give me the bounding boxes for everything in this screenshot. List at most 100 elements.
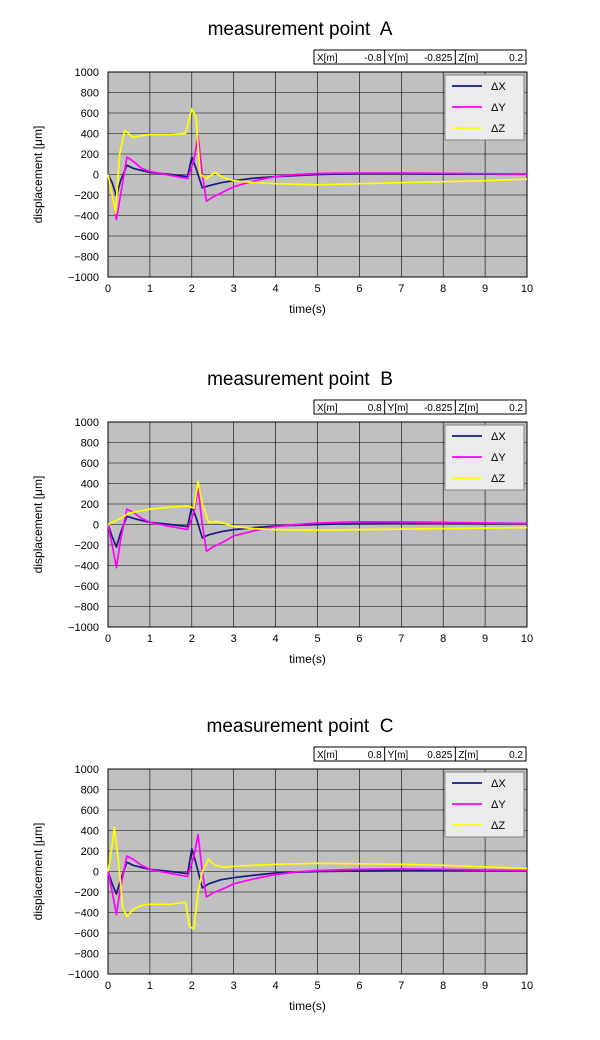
y-tick-label: 400	[81, 129, 99, 141]
y-tick-label: −1000	[68, 969, 99, 981]
y-tick-label: −200	[74, 190, 99, 202]
y-tick-label: −200	[74, 540, 99, 552]
y-tick-label: −800	[74, 602, 99, 614]
legend-label: ΔZ	[491, 473, 505, 485]
x-tick-label: 7	[398, 980, 404, 992]
x-tick-label: 0	[105, 283, 111, 295]
y-tick-label: −400	[74, 211, 99, 223]
coordinate-box-frame	[313, 49, 527, 65]
coordinate-value: 0.2	[509, 53, 523, 64]
coordinate-box-frame	[313, 399, 527, 415]
x-tick-label: 3	[231, 980, 237, 992]
coordinate-box: X[m] -0.8 Y[m] -0.825 Z[m] 0.2	[313, 49, 527, 65]
legend-label: ΔX	[491, 778, 506, 790]
coordinate-box: X[m] 0.8 Y[m] -0.825 Z[m] 0.2	[313, 399, 527, 415]
legend-label: ΔX	[491, 431, 506, 443]
legend-label: ΔZ	[491, 123, 505, 135]
y-tick-label: −1000	[68, 272, 99, 284]
y-tick-label: 600	[81, 805, 99, 817]
coordinate-value: 0.2	[509, 403, 523, 414]
x-tick-label: 1	[147, 283, 153, 295]
chart-svg: measurement point B X[m] 0.8 Y[m] -0.825 Z[m]…	[31, 369, 533, 666]
y-tick-label: 600	[81, 458, 99, 470]
y-tick-label: 0	[93, 867, 99, 879]
x-axis-label: time(s)	[289, 302, 326, 316]
x-tick-label: 0	[105, 633, 111, 645]
coordinate-label: Z[m]	[458, 750, 478, 761]
x-axis-label: time(s)	[289, 999, 326, 1013]
coordinate-value: -0.825	[424, 403, 453, 414]
x-tick-label: 9	[482, 980, 488, 992]
x-tick-label: 2	[189, 283, 195, 295]
coordinate-label: X[m]	[317, 53, 338, 64]
y-tick-label: −600	[74, 231, 99, 243]
legend-label: ΔY	[491, 102, 506, 114]
x-tick-label: 10	[521, 633, 533, 645]
y-axis-label: displacement [μm]	[31, 126, 45, 224]
coordinate-label: Z[m]	[458, 403, 478, 414]
x-tick-label: 1	[147, 633, 153, 645]
series-group	[107, 480, 528, 569]
x-tick-label: 1	[147, 980, 153, 992]
chart-title: measurement point C	[207, 716, 394, 737]
series-group	[107, 108, 528, 221]
x-tick-label: 6	[356, 633, 362, 645]
y-tick-label: 800	[81, 438, 99, 450]
x-tick-label: 7	[398, 633, 404, 645]
coordinate-box: X[m] 0.8 Y[m] 0.825 Z[m] 0.2	[313, 746, 527, 762]
y-tick-label: −800	[74, 252, 99, 264]
x-tick-label: 3	[231, 283, 237, 295]
y-tick-label: 400	[81, 479, 99, 491]
y-tick-label: 800	[81, 88, 99, 100]
x-tick-label: 3	[231, 633, 237, 645]
y-tick-label: −600	[74, 581, 99, 593]
legend-label: ΔZ	[491, 820, 505, 832]
x-tick-label: 10	[521, 283, 533, 295]
coordinate-value: 0.8	[368, 750, 382, 761]
x-tick-label: 9	[482, 633, 488, 645]
coordinate-value: -0.825	[424, 53, 453, 64]
chart-title: measurement point B	[207, 369, 393, 390]
y-tick-label: 200	[81, 846, 99, 858]
x-tick-label: 6	[356, 283, 362, 295]
series-group	[107, 826, 528, 930]
legend-label: ΔY	[491, 799, 506, 811]
y-tick-label: 200	[81, 149, 99, 161]
y-tick-label: 800	[81, 785, 99, 797]
y-tick-label: −400	[74, 908, 99, 920]
x-tick-label: 2	[189, 633, 195, 645]
y-tick-label: −200	[74, 887, 99, 899]
chart-svg: measurement point A X[m] -0.8 Y[m] -0.825 Z[m…	[31, 19, 533, 316]
coordinate-label: Y[m]	[388, 750, 409, 761]
y-tick-label: −400	[74, 561, 99, 573]
x-tick-label: 7	[398, 283, 404, 295]
x-tick-label: 4	[273, 633, 279, 645]
x-tick-label: 5	[314, 633, 320, 645]
coordinate-label: Y[m]	[388, 403, 409, 414]
coordinate-label: Z[m]	[458, 53, 478, 64]
y-tick-label: 400	[81, 826, 99, 838]
x-tick-label: 4	[273, 283, 279, 295]
legend: ΔX ΔY ΔZ	[444, 771, 525, 838]
y-tick-label: 0	[93, 520, 99, 532]
y-axis-label: displacement [μm]	[31, 476, 45, 574]
x-tick-label: 8	[440, 980, 446, 992]
y-tick-label: 1000	[75, 417, 99, 429]
x-tick-label: 4	[273, 980, 279, 992]
legend-label: ΔX	[491, 81, 506, 93]
legend: ΔX ΔY ΔZ	[444, 424, 525, 491]
chart-panel-c: measurement point C X[m] 0.8 Y[m] 0.825 Z[m] 0…	[0, 697, 600, 1037]
chart-panel-b: measurement point B X[m] 0.8 Y[m] -0.825 Z[m]…	[0, 350, 600, 690]
x-tick-label: 5	[314, 980, 320, 992]
y-tick-label: 1000	[75, 764, 99, 776]
x-tick-label: 8	[440, 283, 446, 295]
y-tick-label: 1000	[75, 67, 99, 79]
series-line-dz	[107, 826, 528, 930]
chart-title: measurement point A	[208, 19, 393, 40]
series-line-dx	[107, 505, 527, 548]
chart-panel-a: measurement point A X[m] -0.8 Y[m] -0.825 Z[m…	[0, 0, 600, 340]
series-line-dy	[107, 487, 528, 569]
y-tick-label: −800	[74, 949, 99, 961]
legend: ΔX ΔY ΔZ	[444, 74, 525, 141]
coordinate-label: Y[m]	[388, 53, 409, 64]
